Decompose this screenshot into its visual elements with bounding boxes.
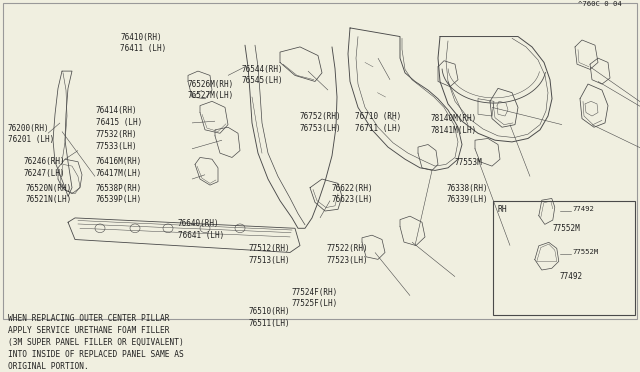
Text: 76752(RH)
76753(LH): 76752(RH) 76753(LH) — [300, 112, 341, 132]
Text: 76338(RH)
76339(LH): 76338(RH) 76339(LH) — [446, 184, 488, 205]
Text: 77532(RH)
77533(LH): 77532(RH) 77533(LH) — [96, 131, 138, 151]
Text: 76416M(RH)
76417M(LH): 76416M(RH) 76417M(LH) — [96, 157, 142, 177]
Text: RH: RH — [498, 205, 508, 214]
Text: 76246(RH)
76247(LH): 76246(RH) 76247(LH) — [24, 157, 65, 177]
Text: 78140M(RH)
78141M(LH): 78140M(RH) 78141M(LH) — [431, 114, 477, 135]
Text: WHEN REPLACING OUTER CENTER PILLAR
APPLY SERVICE URETHANE FOAM FILLER
(3M SUPER : WHEN REPLACING OUTER CENTER PILLAR APPLY… — [8, 314, 184, 371]
Text: 77492: 77492 — [560, 272, 583, 281]
Text: 76710 (RH)
76711 (LH): 76710 (RH) 76711 (LH) — [355, 112, 401, 132]
Text: 76410(RH)
76411 (LH): 76410(RH) 76411 (LH) — [120, 33, 166, 54]
Text: 77512(RH)
77513(LH): 77512(RH) 77513(LH) — [248, 244, 290, 265]
Text: 77492: 77492 — [573, 206, 595, 212]
Text: 76622(RH)
76623(LH): 76622(RH) 76623(LH) — [332, 184, 373, 205]
Text: 76414(RH)
76415 (LH): 76414(RH) 76415 (LH) — [96, 106, 142, 127]
Text: 77552M: 77552M — [552, 224, 580, 232]
Text: 76526M(RH)
76527M(LH): 76526M(RH) 76527M(LH) — [188, 80, 234, 100]
Bar — [493, 201, 635, 315]
Text: 77552M: 77552M — [573, 249, 599, 255]
Text: 76510(RH)
76511(LH): 76510(RH) 76511(LH) — [248, 307, 290, 328]
Text: 76544(RH)
76545(LH): 76544(RH) 76545(LH) — [242, 64, 284, 85]
Text: 76538P(RH)
76539P(LH): 76538P(RH) 76539P(LH) — [96, 184, 142, 205]
Text: 77524F(RH)
77525F(LH): 77524F(RH) 77525F(LH) — [291, 288, 337, 308]
Text: 76200(RH)
76201 (LH): 76200(RH) 76201 (LH) — [8, 124, 54, 144]
Text: 77553M: 77553M — [454, 158, 482, 167]
Text: 76640(RH)
76641 (LH): 76640(RH) 76641 (LH) — [178, 219, 224, 240]
Text: ^760C 0 04: ^760C 0 04 — [579, 1, 622, 7]
Text: 76520N(RH)
76521N(LH): 76520N(RH) 76521N(LH) — [26, 184, 72, 205]
Text: 77522(RH)
77523(LH): 77522(RH) 77523(LH) — [326, 244, 368, 265]
